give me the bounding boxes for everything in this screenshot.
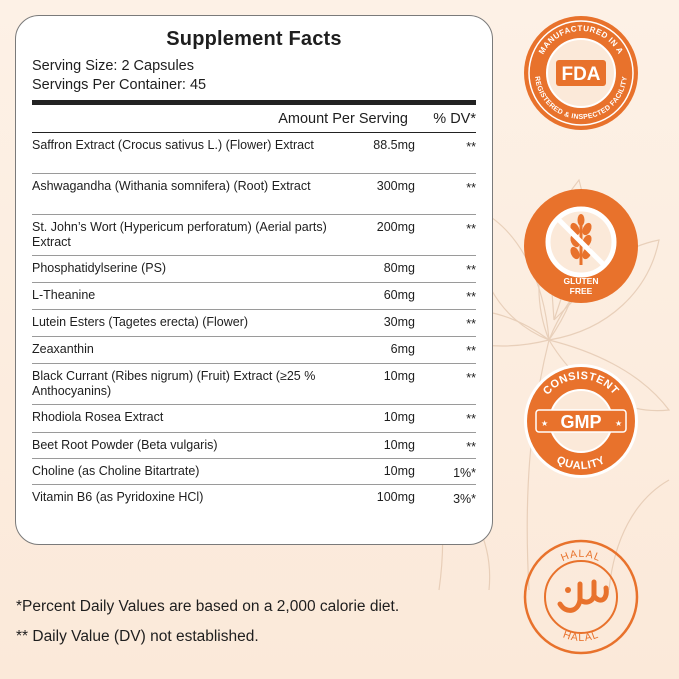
table-row: Beet Root Powder (Beta vulgaris) 10mg ** — [32, 433, 476, 459]
ingredient-amount: 300mg — [376, 179, 415, 193]
gmp-center-text: GMP — [560, 412, 601, 432]
halal-arabic-icon: HALAL HALAL — [523, 539, 639, 655]
ingredient-name: Vitamin B6 (as Pyridoxine HCl) — [32, 490, 204, 504]
ingredient-dv: ** — [466, 290, 476, 304]
footnotes: *Percent Daily Values are based on a 2,0… — [16, 592, 399, 652]
ingredient-amount: 6mg — [390, 342, 415, 356]
ingredient-amount: 88.5mg — [373, 138, 415, 152]
ingredient-dv: 1%* — [453, 466, 476, 480]
ingredient-dv: ** — [466, 140, 476, 154]
ingredient-amount: 30mg — [383, 315, 415, 329]
gluten-label-line2: FREE — [570, 286, 593, 296]
table-row: Zeaxanthin 6mg ** — [32, 337, 476, 364]
table-row: Phosphatidylserine (PS) 80mg ** — [32, 256, 476, 283]
footnote-daily-values: *Percent Daily Values are based on a 2,0… — [16, 598, 400, 615]
ingredient-amount: 80mg — [383, 261, 415, 275]
ingredient-name: Black Currant (Ribes nigrum) (Fruit) Ext… — [32, 369, 316, 398]
ingredient-name: Rhodiola Rosea Extract — [32, 410, 164, 424]
wheat-crossed-icon: GLUTEN FREE — [524, 189, 638, 303]
ingredient-name: Phosphatidylserine (PS) — [32, 261, 167, 275]
ingredient-dv: ** — [466, 181, 476, 195]
ingredient-name: St. John’s Wort (Hypericum perforatum) (… — [32, 220, 327, 249]
svg-text:HALAL: HALAL — [559, 548, 603, 564]
amount-column-header: Amount Per Serving — [278, 111, 408, 127]
gmp-bottom-text: QUALITY — [555, 454, 607, 472]
fda-center-text: FDA — [561, 64, 600, 85]
ingredient-dv: ** — [466, 344, 476, 358]
table-row: L-Theanine 60mg ** — [32, 283, 476, 310]
table-row: Vitamin B6 (as Pyridoxine HCl) 100mg 3%* — [32, 485, 476, 515]
ingredient-amount: 10mg — [383, 410, 415, 424]
svg-text:QUALITY: QUALITY — [555, 454, 608, 472]
thick-divider — [32, 100, 476, 105]
ingredient-amount: 10mg — [383, 369, 415, 383]
table-row: Rhodiola Rosea Extract 10mg ** — [32, 405, 476, 433]
table-row: St. John’s Wort (Hypericum perforatum) (… — [32, 215, 476, 256]
svg-text:★: ★ — [615, 419, 622, 428]
table-row: Black Currant (Ribes nigrum) (Fruit) Ext… — [32, 364, 476, 405]
ingredient-amount: 10mg — [383, 438, 415, 452]
table-row: Ashwagandha (Withania somnifera) (Root) … — [32, 174, 476, 215]
ingredient-name: Lutein Esters (Tagetes erecta) (Flower) — [32, 315, 249, 329]
halal-top-text: HALAL — [559, 548, 602, 564]
ingredient-name: Zeaxanthin — [32, 342, 94, 356]
table-row: Saffron Extract (Crocus sativus L.) (Flo… — [32, 133, 476, 174]
ingredient-dv: 3%* — [453, 492, 476, 506]
gmp-seal-icon: CONSISTENT QUALITY GMP ★ ★ — [524, 364, 638, 478]
ingredient-dv: ** — [466, 412, 476, 426]
table-row: Choline (as Choline Bitartrate) 10mg 1%* — [32, 459, 476, 485]
ingredient-name: Beet Root Powder (Beta vulgaris) — [32, 438, 218, 452]
supplement-facts-panel: Supplement Facts Serving Size: 2 Capsule… — [15, 15, 493, 545]
ingredient-dv: ** — [466, 440, 476, 454]
ingredient-dv: ** — [466, 263, 476, 277]
table-row: Lutein Esters (Tagetes erecta) (Flower) … — [32, 310, 476, 337]
ingredient-name: Ashwagandha (Withania somnifera) (Root) … — [32, 179, 311, 193]
ingredient-dv: ** — [466, 222, 476, 236]
serving-size: Serving Size: 2 Capsules — [32, 58, 194, 74]
ingredient-amount: 10mg — [383, 464, 415, 478]
ingredient-dv: ** — [466, 317, 476, 331]
gluten-label-line1: GLUTEN — [564, 276, 599, 286]
ingredient-amount: 60mg — [383, 288, 415, 302]
ingredient-dv: ** — [466, 371, 476, 385]
ingredient-amount: 100mg — [376, 490, 415, 504]
column-header: Amount Per Serving % DV* — [32, 105, 476, 133]
ingredient-name: L-Theanine — [32, 288, 96, 302]
svg-text:★: ★ — [541, 419, 548, 428]
svg-text:HALAL: HALAL — [561, 629, 600, 644]
footnote-dv-not-established: ** Daily Value (DV) not established. — [16, 628, 259, 645]
ingredient-name: Choline (as Choline Bitartrate) — [32, 464, 200, 478]
servings-per-container: Servings Per Container: 45 — [32, 77, 207, 93]
ingredient-amount: 200mg — [376, 220, 415, 234]
ingredient-name: Saffron Extract (Crocus sativus L.) (Flo… — [32, 138, 314, 152]
panel-title: Supplement Facts — [166, 28, 342, 50]
fda-seal-icon: MANUFACTURED IN A REGISTERED & INSPECTED… — [524, 16, 638, 130]
halal-bottom-text: HALAL — [561, 629, 599, 644]
dv-column-header: % DV* — [433, 111, 476, 127]
